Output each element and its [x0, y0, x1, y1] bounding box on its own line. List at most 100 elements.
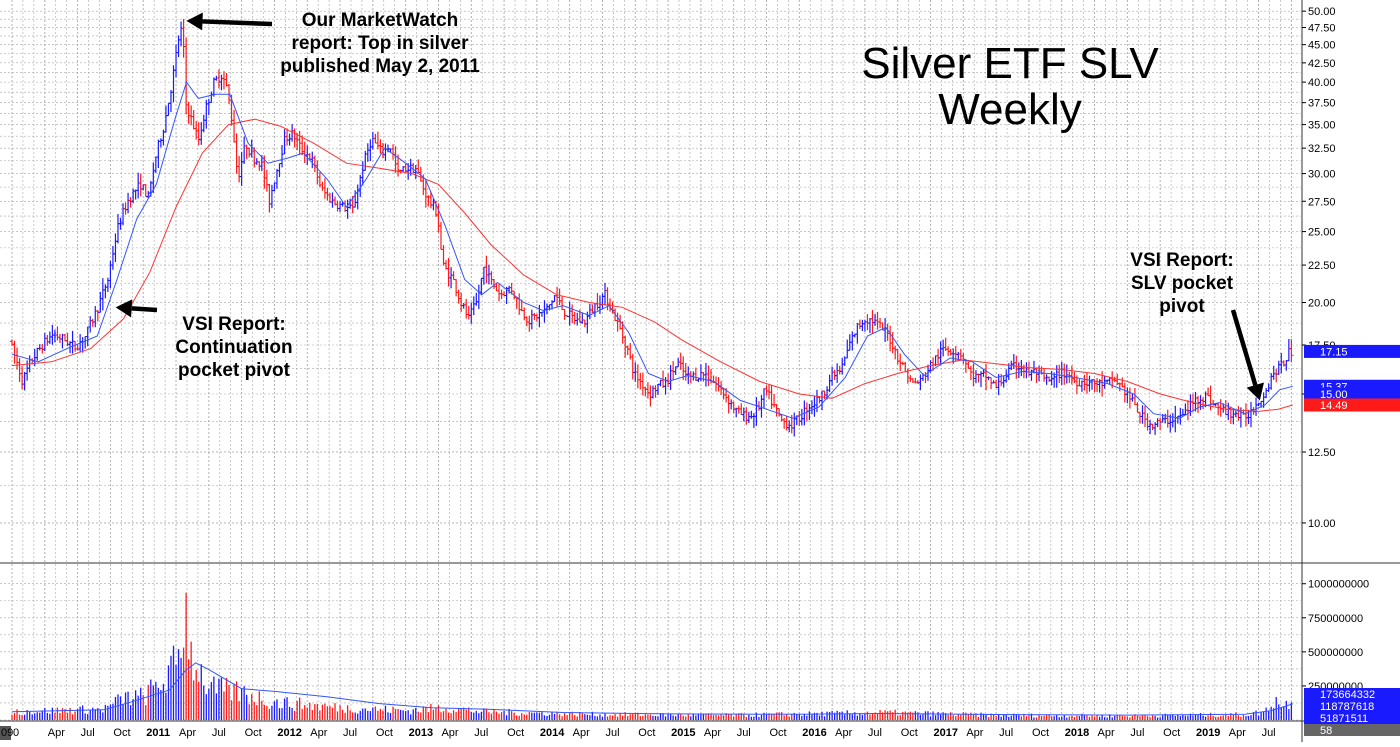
volume-tag: [1304, 700, 1400, 712]
x-tick-label: Jul: [999, 727, 1013, 739]
x-tick-label: Apr: [704, 727, 721, 739]
volume-tag-label: 118787618: [1320, 701, 1374, 713]
price-tick-label: 20.00: [1308, 298, 1336, 310]
price-tick-label: 47.50: [1308, 22, 1336, 34]
volume-tick-label: 500000000: [1308, 647, 1363, 659]
volume-tag-label: 173664332: [1320, 689, 1375, 701]
volume-tag-label: 58: [1320, 725, 1332, 737]
annotation-arrowhead: [1246, 382, 1264, 401]
annotation-text: pivot: [1159, 296, 1205, 317]
price-tick-label: 22.50: [1308, 260, 1336, 272]
price-tag: [1304, 398, 1400, 412]
annotation-arrow: [1230, 309, 1258, 386]
volume-tick-label: 750000000: [1308, 613, 1363, 625]
annotation-arrow: [131, 306, 158, 313]
price-tick-label: 27.50: [1308, 196, 1336, 208]
price-tick-label: 32.50: [1308, 143, 1336, 155]
price-tick-label: 50.00: [1308, 6, 1336, 18]
x-axis-start-marker: [0, 726, 11, 740]
x-tick-label: Oct: [638, 727, 655, 739]
x-tick-label: Oct: [113, 727, 130, 739]
x-tick-label: Jul: [605, 727, 619, 739]
volume-layer: [11, 592, 1293, 720]
moving-averages: [11, 80, 1293, 419]
price-tick-label: 35.00: [1308, 120, 1336, 132]
price-tick-label: 37.50: [1308, 98, 1336, 110]
x-tick-label: Apr: [441, 727, 458, 739]
price-tick-label: 42.50: [1308, 58, 1336, 70]
annotation-text: Our MarketWatch: [302, 10, 459, 31]
price-tick-label: 40.00: [1308, 77, 1336, 89]
x-tick-label: Oct: [901, 727, 918, 739]
x-tick-label: Apr: [573, 727, 590, 739]
annotation-text: VSI Report:: [182, 314, 285, 335]
price-tag: [1304, 344, 1400, 358]
annotation-text: pocket pivot: [178, 360, 291, 381]
x-tick-label: Oct: [376, 727, 393, 739]
x-tick-label: Jul: [474, 727, 488, 739]
annotation-arrow: [202, 19, 273, 27]
annotation-arrowhead: [115, 299, 133, 318]
price-tick-label: 10.00: [1308, 518, 1336, 530]
x-tick-label: Jul: [212, 727, 226, 739]
annotation-text: Continuation: [175, 337, 292, 358]
x-tick-label: 2019: [1196, 727, 1220, 739]
x-tick-label: Jul: [1130, 727, 1144, 739]
x-tick-label: Apr: [1229, 727, 1246, 739]
x-tick-label: Oct: [507, 727, 524, 739]
annotation-text: report: Top in silver: [291, 33, 469, 54]
ma-slow-line: [11, 118, 1293, 412]
x-tick-label: Apr: [48, 727, 65, 739]
price-tick-label: 30.00: [1308, 169, 1336, 181]
volume-ma-line: [11, 662, 1293, 716]
annotation-text: SLV pocket: [1131, 273, 1234, 294]
x-tick-label: 2011: [146, 727, 170, 739]
price-tag-label: 14.49: [1320, 400, 1348, 412]
volume-tag: [1304, 688, 1400, 700]
x-tick-label: Jul: [1262, 727, 1276, 739]
price-tick-label: 25.00: [1308, 227, 1336, 239]
x-tick-label: Oct: [1163, 727, 1180, 739]
volume-tag-label: 51871511: [1320, 713, 1368, 725]
price-tag: [1304, 387, 1400, 401]
x-tick-label: Jul: [868, 727, 882, 739]
volume-tag: [1304, 712, 1400, 724]
x-tick-label: Jul: [737, 727, 751, 739]
x-tick-label: Apr: [310, 727, 327, 739]
annotation-text: published May 2, 2011: [280, 56, 480, 77]
annotation-text: VSI Report:: [1130, 250, 1233, 271]
price-tick-label: 12.50: [1308, 447, 1336, 459]
x-tick-label: 0: [13, 727, 19, 739]
x-tick-label: 2018: [1065, 727, 1089, 739]
x-tick-label: 09: [1, 727, 13, 739]
chart-subtitle: Weekly: [938, 85, 1081, 134]
x-tick-label: Oct: [770, 727, 787, 739]
x-tick-label: 2012: [277, 727, 301, 739]
price-layer: [9, 19, 1294, 437]
price-tag-label: 15.00: [1320, 389, 1348, 401]
x-tick-label: Apr: [179, 727, 196, 739]
x-tick-label: Oct: [245, 727, 262, 739]
x-tick-label: Apr: [835, 727, 852, 739]
x-tick-label: Apr: [1098, 727, 1115, 739]
x-tick-label: 2016: [802, 727, 826, 739]
price-tag-label: 17.15: [1320, 346, 1348, 358]
x-tick-label: Oct: [1032, 727, 1049, 739]
x-tick-label: 2015: [671, 727, 695, 739]
annotation-arrowhead: [186, 12, 203, 31]
volume-tick-label: 1000000000: [1308, 579, 1369, 591]
x-tick-label: 2014: [540, 727, 565, 739]
tag-layer: 17.1515.3715.0014.4917366433211878761851…: [1304, 344, 1400, 737]
x-tick-label: 2017: [934, 727, 958, 739]
x-tick-label: Apr: [966, 727, 983, 739]
x-tick-label: Jul: [81, 727, 95, 739]
axis-layer: 50.00 47.50 45.00 42.50 40.00 37.50 35.00 32.50…: [0, 6, 1369, 740]
ma-fast-line: [11, 80, 1293, 419]
price-tick-label: 45.00: [1308, 40, 1336, 52]
title-layer: Silver ETF SLV Weekly: [861, 39, 1159, 134]
x-tick-label: 2013: [409, 727, 433, 739]
x-tick-label: Jul: [343, 727, 357, 739]
